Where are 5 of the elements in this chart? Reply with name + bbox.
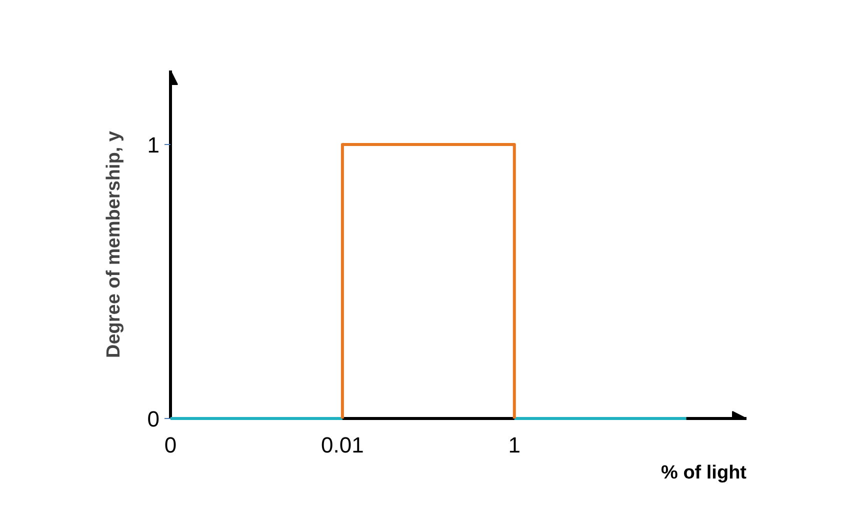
x-axis-title: % of light <box>661 462 748 484</box>
x-tick-label: 0 <box>164 432 177 458</box>
x-tick-label: 0.01 <box>321 432 364 458</box>
x-tick-label: 1 <box>508 432 521 458</box>
y-axis-title: Degree of membership, y <box>103 130 124 358</box>
